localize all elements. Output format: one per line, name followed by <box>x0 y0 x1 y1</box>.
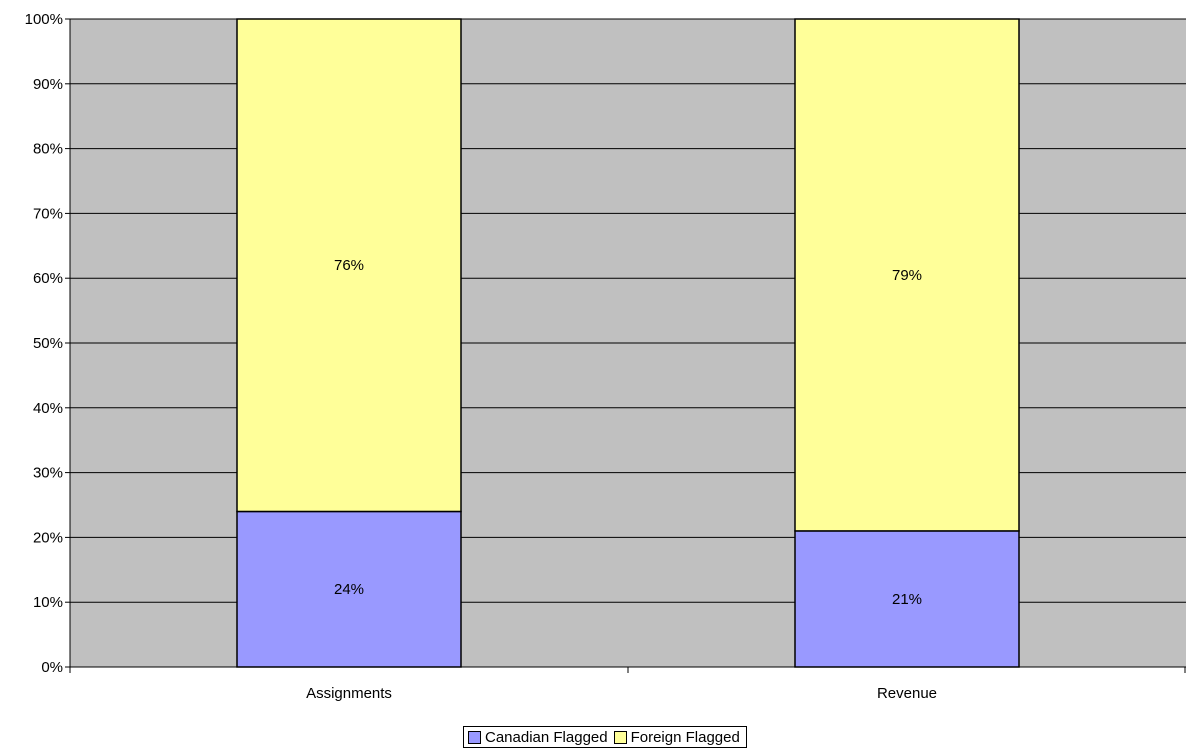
y-tick-label: 20% <box>33 529 63 546</box>
y-tick-label: 30% <box>33 465 63 482</box>
y-tick-label: 90% <box>33 76 63 93</box>
y-tick-label: 60% <box>33 270 63 287</box>
legend-swatch-foreign-flagged <box>613 730 627 744</box>
x-tick-label: Revenue <box>877 685 937 702</box>
bar-segment <box>794 18 1020 532</box>
stacked-bar-chart: 0% 10% 20% 30% 40% 50% 60% 70% 80% 90% 100% Assign… <box>25 11 1186 702</box>
y-tick-label: 40% <box>33 400 63 417</box>
legend-label-canadian-flagged: Canadian Flagged <box>485 728 608 746</box>
bar-segment <box>236 18 462 513</box>
legend-item-canadian-flagged: Canadian Flagged <box>468 729 608 746</box>
bar-segment <box>794 530 1020 668</box>
legend-swatch-canadian-flagged <box>468 730 481 744</box>
x-tick-label: Assignments <box>306 685 392 702</box>
data-label: 79% <box>892 267 922 284</box>
legend-label-foreign-flagged: Foreign Flagged <box>630 728 740 746</box>
data-labels: 24% 76% 21% 79% <box>334 257 922 608</box>
data-label: 76% <box>334 257 364 274</box>
y-tick-label: 70% <box>33 205 63 222</box>
data-label: 21% <box>892 591 922 608</box>
y-tick-label: 0% <box>41 659 63 676</box>
data-label: 24% <box>334 581 364 598</box>
y-tick-label: 10% <box>33 594 63 611</box>
bar-segment <box>236 510 462 668</box>
axes <box>65 18 1186 673</box>
legend-item-foreign-flagged: Foreign Flagged <box>613 728 740 746</box>
y-tick-label: 50% <box>33 335 63 352</box>
y-tick-label: 80% <box>33 141 63 158</box>
x-axis-tick-labels: Assignments Revenue <box>306 685 937 702</box>
legend: Canadian Flagged Foreign Flagged <box>463 726 747 748</box>
y-tick-label: 100% <box>25 11 63 28</box>
y-axis-tick-labels: 0% 10% 20% 30% 40% 50% 60% 70% 80% 90% 100% <box>25 11 63 676</box>
bars <box>236 18 1020 668</box>
